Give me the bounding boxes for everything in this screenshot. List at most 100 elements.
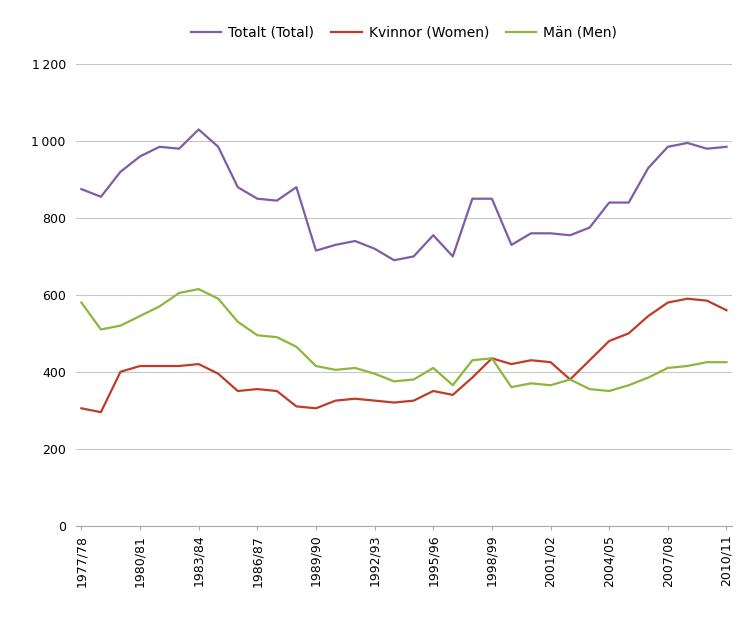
Män (Men) — [97, 326, 106, 333]
Män (Men) — [311, 362, 320, 370]
Totalt (Total) — [565, 231, 575, 239]
Kvinnor (Women) — [565, 376, 575, 383]
Män (Men) — [644, 374, 653, 381]
Totalt (Total) — [194, 126, 203, 133]
Totalt (Total) — [77, 185, 86, 193]
Män (Men) — [214, 295, 223, 303]
Män (Men) — [273, 333, 282, 341]
Kvinnor (Women) — [370, 397, 379, 404]
Män (Men) — [292, 343, 301, 351]
Män (Men) — [526, 379, 535, 387]
Line: Kvinnor (Women): Kvinnor (Women) — [82, 299, 726, 412]
Totalt (Total) — [448, 253, 458, 260]
Totalt (Total) — [605, 199, 614, 206]
Totalt (Total) — [488, 195, 497, 203]
Totalt (Total) — [664, 143, 673, 151]
Totalt (Total) — [311, 247, 320, 254]
Kvinnor (Women) — [194, 360, 203, 368]
Totalt (Total) — [273, 197, 282, 204]
Kvinnor (Women) — [331, 397, 340, 404]
Män (Men) — [155, 303, 164, 310]
Män (Men) — [565, 376, 575, 383]
Kvinnor (Women) — [77, 404, 86, 412]
Line: Män (Men): Män (Men) — [82, 289, 726, 391]
Kvinnor (Women) — [722, 306, 731, 314]
Totalt (Total) — [370, 245, 379, 253]
Män (Men) — [624, 381, 633, 389]
Kvinnor (Women) — [233, 387, 242, 395]
Män (Men) — [116, 322, 125, 329]
Män (Men) — [77, 299, 86, 306]
Män (Men) — [605, 387, 614, 395]
Totalt (Total) — [624, 199, 633, 206]
Totalt (Total) — [429, 231, 438, 239]
Kvinnor (Women) — [116, 368, 125, 376]
Män (Men) — [702, 358, 711, 366]
Kvinnor (Women) — [526, 356, 535, 364]
Män (Men) — [253, 331, 262, 339]
Kvinnor (Women) — [683, 295, 692, 303]
Kvinnor (Women) — [605, 337, 614, 345]
Män (Men) — [390, 378, 399, 385]
Totalt (Total) — [468, 195, 477, 203]
Män (Men) — [585, 385, 594, 393]
Totalt (Total) — [214, 143, 223, 151]
Totalt (Total) — [702, 145, 711, 153]
Kvinnor (Women) — [546, 358, 555, 366]
Kvinnor (Women) — [311, 404, 320, 412]
Män (Men) — [370, 370, 379, 378]
Män (Men) — [448, 381, 458, 389]
Män (Men) — [233, 318, 242, 326]
Totalt (Total) — [292, 183, 301, 191]
Kvinnor (Women) — [253, 385, 262, 393]
Kvinnor (Women) — [409, 397, 418, 404]
Kvinnor (Women) — [350, 395, 359, 403]
Kvinnor (Women) — [155, 362, 164, 370]
Totalt (Total) — [116, 168, 125, 176]
Kvinnor (Women) — [448, 391, 458, 399]
Kvinnor (Women) — [644, 312, 653, 320]
Totalt (Total) — [155, 143, 164, 151]
Män (Men) — [135, 312, 144, 320]
Män (Men) — [722, 358, 731, 366]
Män (Men) — [546, 381, 555, 389]
Totalt (Total) — [174, 145, 183, 153]
Kvinnor (Women) — [624, 329, 633, 337]
Män (Men) — [194, 285, 203, 293]
Kvinnor (Women) — [507, 360, 516, 368]
Totalt (Total) — [722, 143, 731, 151]
Totalt (Total) — [331, 241, 340, 249]
Totalt (Total) — [546, 229, 555, 237]
Totalt (Total) — [409, 253, 418, 260]
Totalt (Total) — [253, 195, 262, 203]
Män (Men) — [350, 364, 359, 372]
Män (Men) — [174, 289, 183, 297]
Män (Men) — [331, 366, 340, 374]
Totalt (Total) — [97, 193, 106, 201]
Totalt (Total) — [683, 139, 692, 147]
Män (Men) — [488, 354, 497, 362]
Män (Men) — [683, 362, 692, 370]
Totalt (Total) — [350, 237, 359, 245]
Kvinnor (Women) — [488, 354, 497, 362]
Kvinnor (Women) — [468, 374, 477, 381]
Totalt (Total) — [526, 229, 535, 237]
Män (Men) — [409, 376, 418, 383]
Kvinnor (Women) — [429, 387, 438, 395]
Totalt (Total) — [233, 183, 242, 191]
Totalt (Total) — [135, 153, 144, 160]
Män (Men) — [429, 364, 438, 372]
Män (Men) — [664, 364, 673, 372]
Kvinnor (Women) — [174, 362, 183, 370]
Totalt (Total) — [644, 164, 653, 172]
Kvinnor (Women) — [390, 399, 399, 406]
Legend: Totalt (Total), Kvinnor (Women), Män (Men): Totalt (Total), Kvinnor (Women), Män (Me… — [185, 21, 623, 46]
Män (Men) — [468, 356, 477, 364]
Kvinnor (Women) — [97, 408, 106, 416]
Totalt (Total) — [507, 241, 516, 249]
Kvinnor (Women) — [214, 370, 223, 378]
Män (Men) — [507, 383, 516, 391]
Kvinnor (Women) — [702, 297, 711, 304]
Kvinnor (Women) — [292, 403, 301, 410]
Totalt (Total) — [390, 256, 399, 264]
